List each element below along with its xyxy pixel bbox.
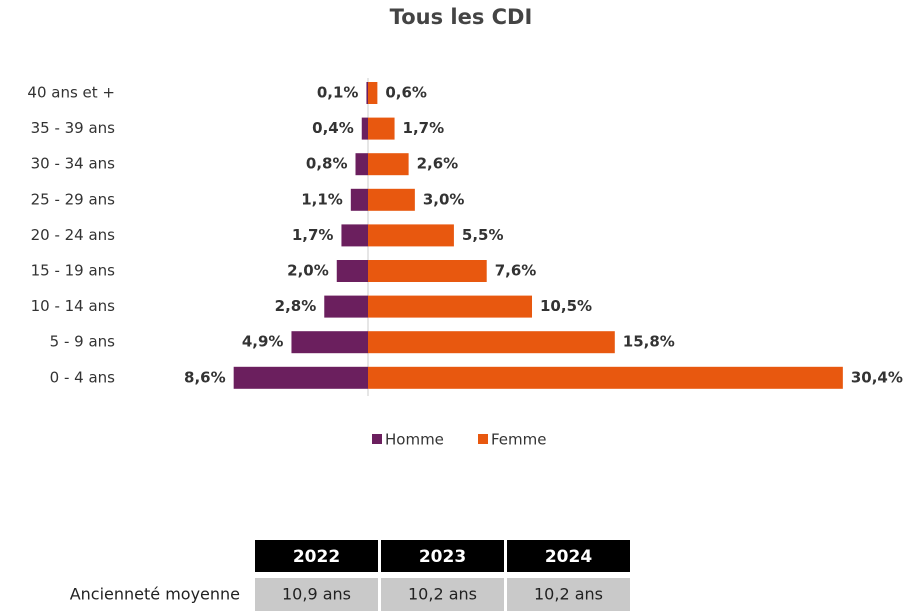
category-label: 40 ans et + <box>27 84 115 102</box>
category-label: 35 - 39 ans <box>31 119 116 137</box>
category-label: 30 - 34 ans <box>31 155 116 173</box>
table-cell-text: 10,2 ans <box>408 585 477 604</box>
data-label: 0,1% <box>317 84 359 102</box>
data-label: 5,5% <box>462 226 504 244</box>
table-header-cell <box>255 540 378 572</box>
legend-swatch <box>478 434 488 444</box>
data-label: 0,8% <box>306 155 348 173</box>
bar <box>336 260 368 282</box>
bar <box>324 295 368 318</box>
chart-title: Tous les CDI <box>390 5 533 29</box>
table-header-text: 2024 <box>545 547 592 567</box>
bar <box>355 153 368 176</box>
category-label: 15 - 19 ans <box>31 262 116 280</box>
data-label: 2,0% <box>287 262 329 280</box>
bar <box>368 224 454 247</box>
bar <box>366 82 368 104</box>
table-cell <box>255 578 378 611</box>
bar <box>368 82 378 104</box>
data-label: 0,4% <box>312 119 354 137</box>
data-label: 1,7% <box>292 226 334 244</box>
data-label: 1,7% <box>403 119 445 137</box>
table-header-cell <box>381 540 504 572</box>
table-header-text: 2022 <box>293 547 340 567</box>
data-label: 10,5% <box>540 297 592 315</box>
data-label: 30,4% <box>851 368 903 386</box>
table-cell <box>507 578 630 611</box>
data-label: 7,6% <box>495 262 537 280</box>
data-label: 0,6% <box>385 84 427 102</box>
data-label: 15,8% <box>623 333 675 351</box>
bar <box>350 188 368 211</box>
data-label: 2,6% <box>417 155 459 173</box>
data-label: 4,9% <box>242 333 284 351</box>
bar <box>361 117 368 140</box>
bar <box>368 331 615 354</box>
table-cell <box>381 578 504 611</box>
legend-label: Homme <box>385 431 444 449</box>
table-header-text: 2023 <box>419 547 466 567</box>
bar <box>368 188 415 211</box>
legend-label: Femme <box>491 431 547 449</box>
bar <box>368 260 487 282</box>
table-header-cell <box>507 540 630 572</box>
table-cell-text: 10,2 ans <box>534 585 603 604</box>
category-label: 0 - 4 ans <box>50 368 116 386</box>
category-label: 5 - 9 ans <box>50 333 116 351</box>
bar <box>368 153 409 176</box>
category-label: 20 - 24 ans <box>31 226 116 244</box>
data-label: 1,1% <box>301 190 343 208</box>
bar <box>368 295 533 318</box>
category-label: 25 - 29 ans <box>31 190 116 208</box>
bar <box>291 331 368 354</box>
bar <box>368 117 395 140</box>
bar <box>368 366 843 389</box>
category-label: 10 - 14 ans <box>31 297 116 315</box>
bar <box>341 224 368 247</box>
table-cell-text: 10,9 ans <box>282 585 351 604</box>
data-label: 3,0% <box>423 190 465 208</box>
legend-swatch <box>372 434 382 444</box>
table-row-label: Ancienneté moyenne <box>70 585 240 604</box>
data-label: 8,6% <box>184 368 226 386</box>
bar <box>233 366 368 389</box>
data-label: 2,8% <box>275 297 317 315</box>
